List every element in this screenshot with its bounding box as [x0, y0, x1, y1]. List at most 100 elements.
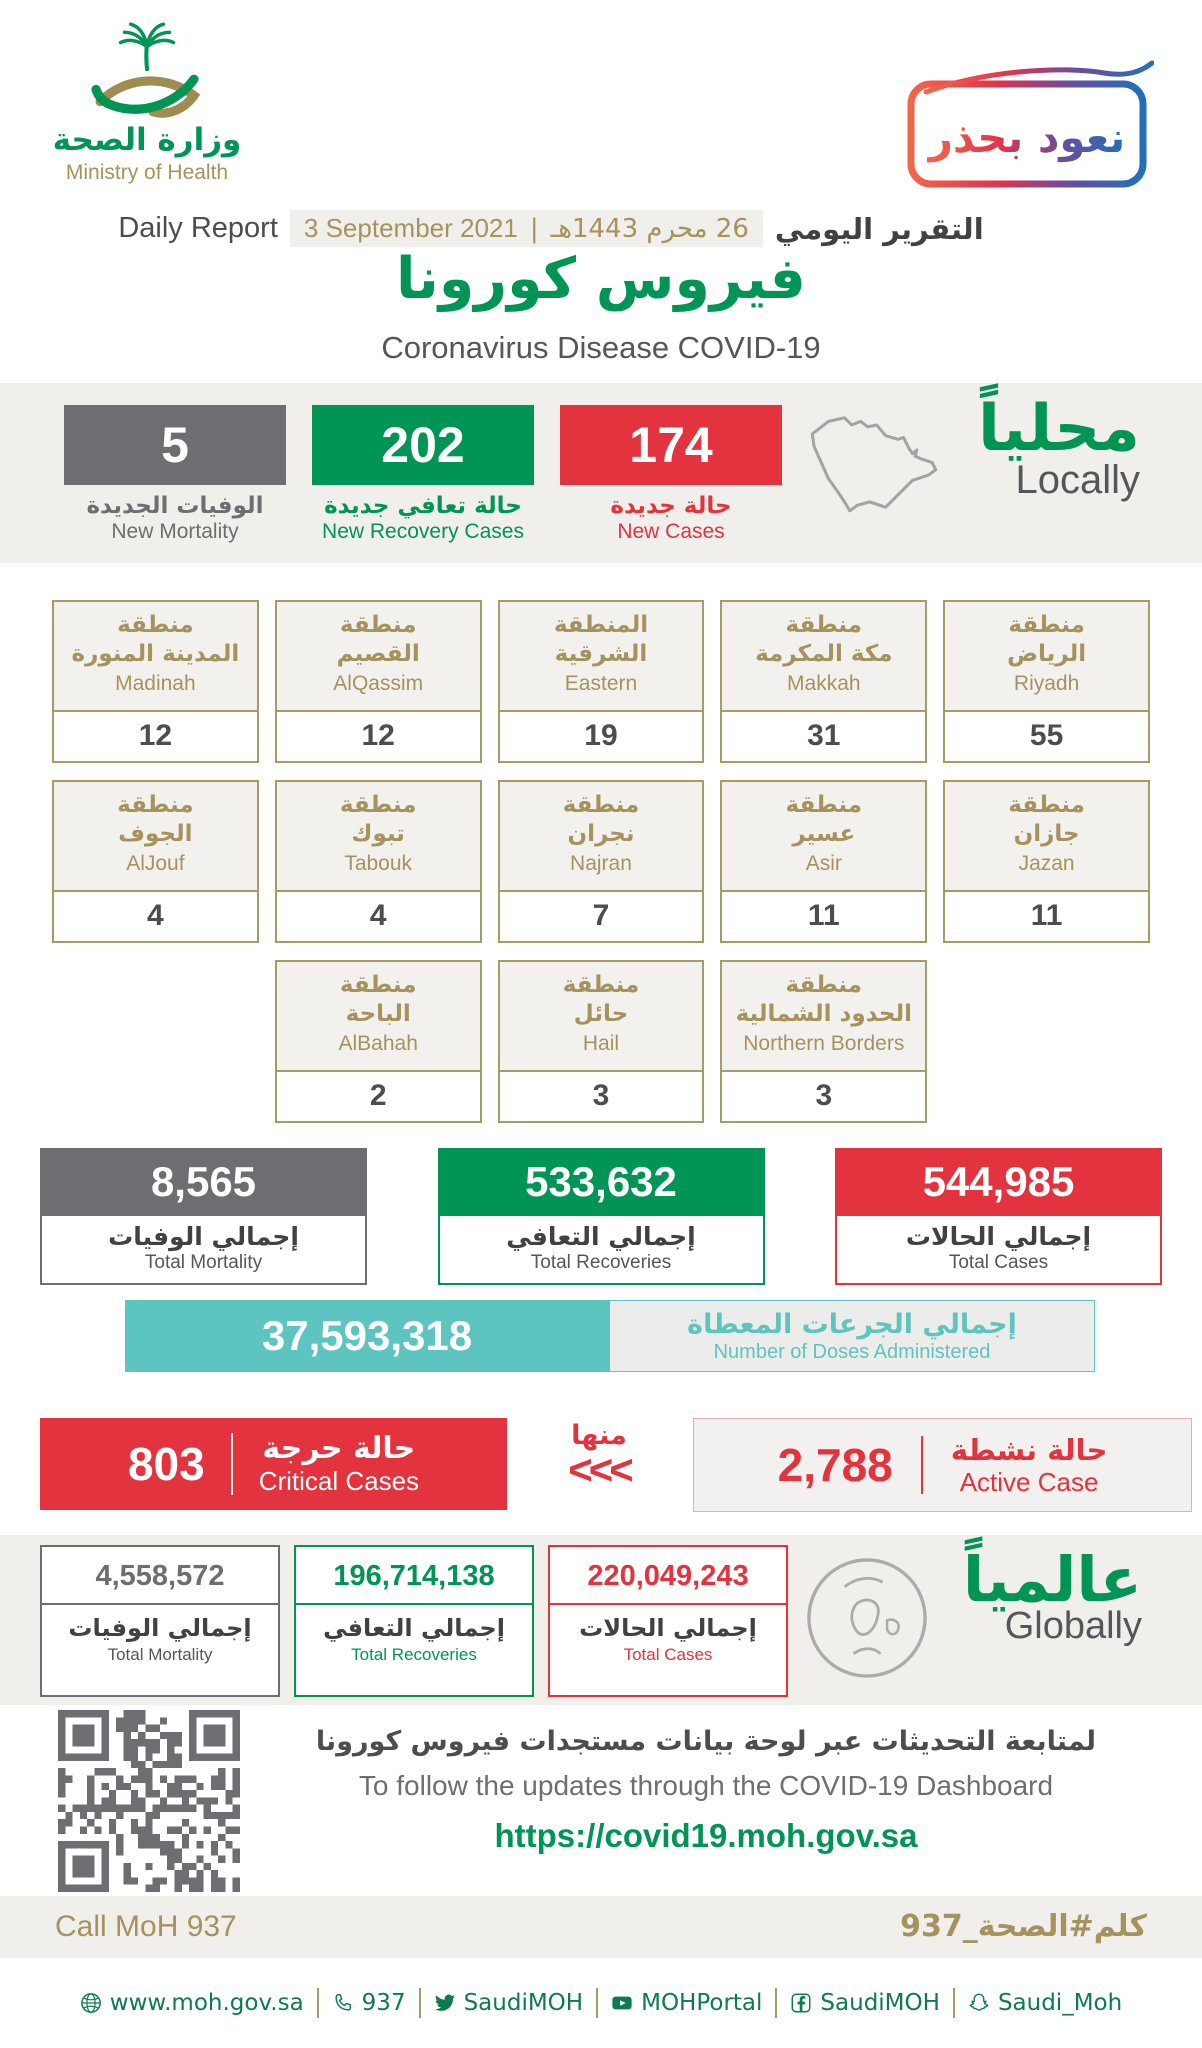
region-name-ar: المدينة المنورة [71, 641, 240, 668]
region-name-ar: عسير [792, 821, 856, 848]
local-totals-row: 8,565 إجمالي الوفيات Total Mortality 533… [40, 1148, 1162, 1285]
region-name-en: Hail [582, 1031, 620, 1055]
region-card-hail: منطقة حائل Hail 3 [497, 960, 705, 1123]
footer-band [0, 1896, 1202, 1958]
region-name-ar: نجران [567, 821, 635, 848]
moh-emblem-icon [91, 22, 201, 118]
region-name-ar: الحدود الشمالية [735, 1001, 913, 1028]
locally-heading-en: Locally [1015, 457, 1140, 502]
region-card-najran: منطقة نجران Najran 7 [497, 780, 705, 943]
region-card-albahah: منطقة الباحة AlBahah 2 [274, 960, 482, 1123]
region-name-ar: مكة المكرمة [755, 641, 893, 668]
global-recoveries-label-en: Total Recoveries [351, 1645, 477, 1664]
region-value: 3 [815, 1079, 833, 1112]
region-card-alqassim: منطقة القصيم AlQassim 12 [274, 600, 482, 763]
region-prefix-ar: منطقة [562, 792, 640, 818]
active-cases-card: 2,788 حالة نشطة Active Case [693, 1418, 1192, 1512]
of-which-label-ar: منها [571, 1420, 627, 1451]
total-recoveries-label-ar: إجمالي التعافي [506, 1222, 696, 1251]
region-name-en: Riyadh [1013, 671, 1080, 695]
moh-logo: وزارة الصحة Ministry of Health [38, 16, 256, 185]
region-card-madinah: منطقة المدينة المنورة Madinah 12 [52, 600, 259, 763]
region-card-tabouk: منطقة تبوك Tabouk 4 [274, 780, 482, 943]
contact-links-row: www.moh.gov.sa 937 SaudiMOH MOHPortal [0, 1988, 1202, 2018]
region-name-ar: حائل [573, 1001, 629, 1028]
facebook-link[interactable]: SaudiMOH [790, 1990, 940, 2016]
region-name-en: Jazan [1018, 851, 1075, 875]
phone-link[interactable]: 937 [332, 1990, 406, 2016]
region-card-makkah: منطقة مكة المكرمة Makkah 31 [720, 600, 928, 763]
region-cards-row-1: منطقة المدينة المنورة Madinah 12 منطقة الق… [52, 600, 1150, 763]
region-prefix-ar: منطقة [117, 792, 194, 818]
divider [230, 1433, 233, 1495]
total-mortality-value: 8,565 [40, 1148, 367, 1216]
hijri-date: 26 محرم 1443هـ [550, 213, 749, 244]
critical-cases-card: 803 حالة حرجة Critical Cases [40, 1418, 507, 1510]
facebook-icon [791, 1993, 811, 2013]
global-cases-value: 220,049,243 [550, 1547, 786, 1605]
total-mortality-label-en: Total Mortality [144, 1252, 263, 1273]
badge-text: نعود بحذر [927, 113, 1125, 163]
region-value: 11 [807, 899, 840, 932]
region-name-en: AlBahah [338, 1031, 418, 1055]
ministry-name-english: Ministry of Health [65, 161, 229, 184]
daily-report-label-arabic: التقرير اليومي [774, 211, 984, 246]
active-cases-label-ar: حالة نشطة [950, 1432, 1108, 1467]
region-value: 31 [807, 719, 841, 752]
region-prefix-ar: منطقة [785, 792, 863, 818]
website-link[interactable]: www.moh.gov.sa [80, 1990, 304, 2016]
global-mortality-card: 4,558,572 إجمالي الوفيات Total Mortality [40, 1545, 280, 1697]
region-name-en: Northern Borders [743, 1031, 905, 1055]
dashboard-callout: لمتابعة التحديثات عبر لوحة بيانات مستجدا… [290, 1726, 1122, 1855]
region-prefix-ar: منطقة [562, 972, 640, 998]
region-name-en: Madinah [115, 671, 196, 695]
total-recoveries-card: 533,632 إجمالي التعافي Total Recoveries [437, 1148, 765, 1285]
youtube-link[interactable]: MOHPortal [611, 1990, 762, 2016]
global-mortality-value: 4,558,572 [42, 1547, 278, 1605]
region-name-ar: القصيم [336, 641, 420, 668]
region-name-en: Eastern [564, 671, 638, 695]
global-cases-label-en: Total Cases [623, 1645, 713, 1664]
doses-value: 37,593,318 [125, 1300, 609, 1372]
critical-cases-label-en: Critical Cases [258, 1466, 420, 1496]
snapchat-link[interactable]: Saudi_Moh [968, 1990, 1122, 2016]
region-value: 7 [592, 899, 610, 932]
region-card-riyadh: منطقة الرياض Riyadh 55 [943, 600, 1150, 763]
region-card-northern-borders: منطقة الحدود الشمالية Northern Borders 3 [720, 960, 928, 1123]
region-name-ar: الباحة [345, 1001, 411, 1028]
region-name-ar: الجوف [118, 821, 193, 848]
new-cases-label-en: New Cases [617, 520, 725, 543]
page-title-arabic: فيروس كورونا [396, 246, 806, 312]
twitter-label: SaudiMOH [463, 1990, 584, 2016]
region-prefix-ar: منطقة [785, 612, 863, 638]
divider [920, 1436, 923, 1494]
region-value: 3 [592, 1079, 610, 1112]
new-recoveries-label-ar: حالة تعافي جديدة [324, 493, 522, 519]
dashboard-line-en: To follow the updates through the COVID-… [358, 1770, 1054, 1801]
twitter-link[interactable]: SaudiMOH [434, 1990, 584, 2016]
new-mortality-label-ar: الوفيات الجديدة [86, 493, 264, 519]
daily-report-label: Daily Report [118, 212, 278, 244]
region-value: 4 [369, 899, 387, 932]
region-name-en: AlJouf [126, 851, 185, 875]
new-recoveries-stat: 202 حالة تعافي جديدة New Recovery Cases [312, 405, 534, 544]
total-cases-value: 544,985 [835, 1148, 1162, 1216]
total-cases-label-en: Total Cases [948, 1252, 1049, 1273]
region-prefix-ar: منطقة [117, 612, 194, 638]
website-label: www.moh.gov.sa [109, 1990, 304, 2016]
region-prefix-ar: منطقة [339, 612, 417, 638]
region-prefix-ar: منطقة [339, 792, 417, 818]
saudi-arabia-map-icon [798, 391, 950, 547]
global-stats-band: 4,558,572 إجمالي الوفيات Total Mortality… [0, 1535, 1202, 1705]
region-name-en: Najran [570, 851, 632, 875]
new-cases-label-ar: حالة جديدة [610, 493, 732, 519]
return-with-caution-badge: نعود بحذر [904, 60, 1155, 198]
locally-heading-ar: محلياً [977, 392, 1140, 466]
new-mortality-value: 5 [64, 405, 286, 485]
region-card-asir: منطقة عسير Asir 11 [720, 780, 928, 943]
dashboard-url-link[interactable]: https://covid19.moh.gov.sa [494, 1817, 918, 1854]
region-value: 2 [369, 1079, 387, 1112]
total-mortality-label-ar: إجمالي الوفيات [108, 1222, 299, 1251]
separator [596, 1988, 599, 2018]
chevrons-left-icon: <<< [568, 1446, 634, 1493]
